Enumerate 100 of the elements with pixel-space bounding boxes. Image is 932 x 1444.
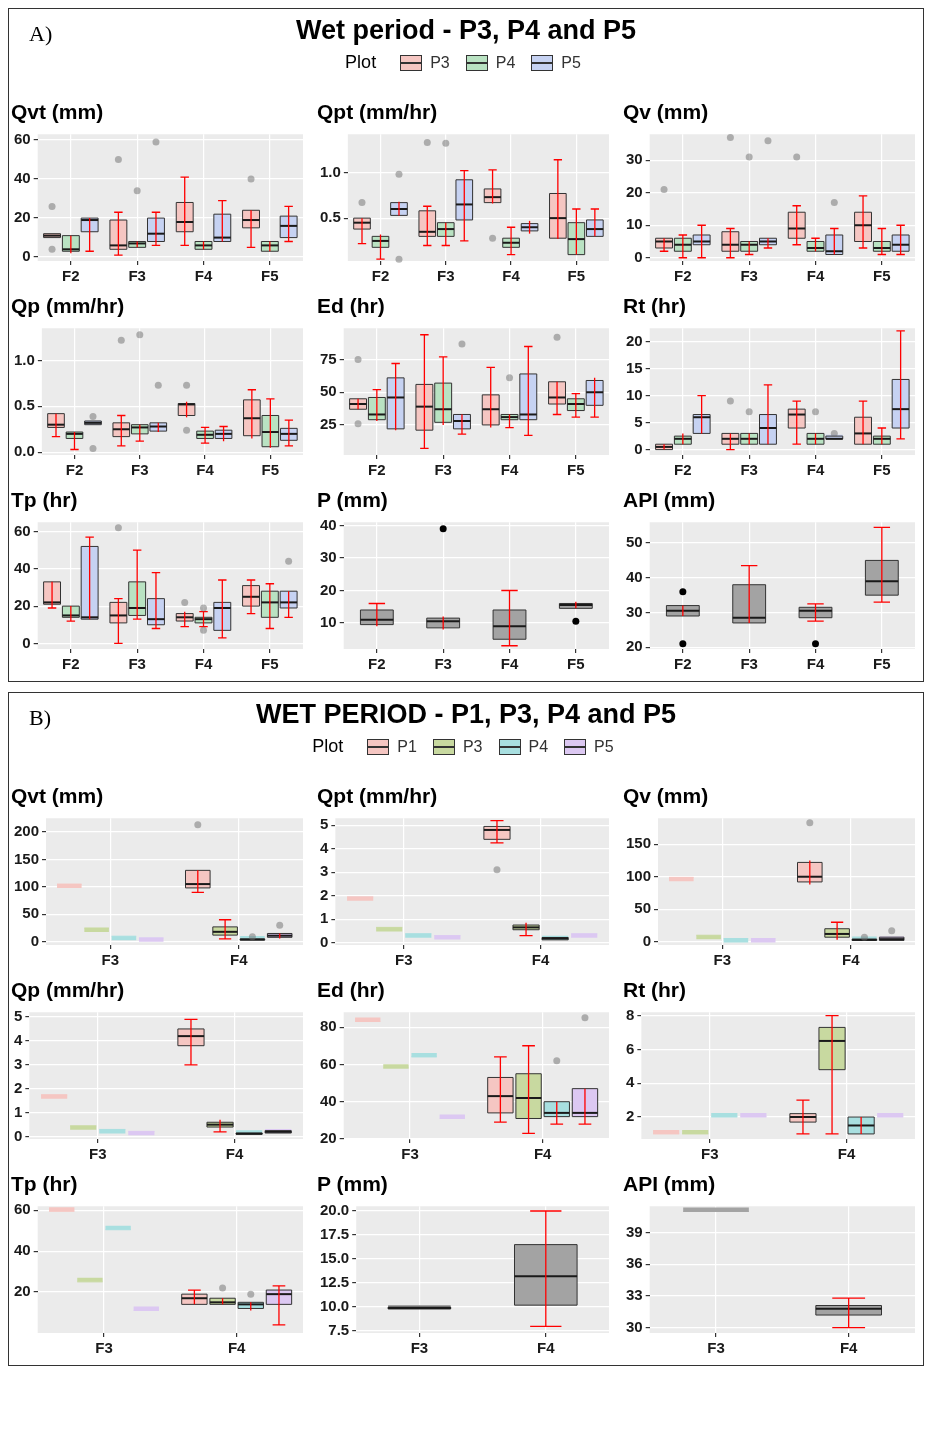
- y-tick-label: 2: [14, 1078, 23, 1096]
- x-tick-label: F5: [261, 267, 279, 285]
- x-tick-label: F4: [500, 461, 519, 479]
- chart-title: Qpt (mm/hr): [317, 784, 438, 808]
- y-tick-label: 0.5: [319, 208, 341, 226]
- x-tick-label: F5: [567, 461, 585, 479]
- y-tick-label: 4: [626, 1073, 635, 1091]
- y-tick-label: 40: [14, 169, 31, 187]
- x-tick-label: F4: [839, 1339, 859, 1357]
- legend-label: P4: [528, 737, 549, 756]
- legend-label: P3: [462, 737, 483, 756]
- x-tick-label: F5: [873, 655, 891, 673]
- y-tick-label: 0: [634, 439, 643, 457]
- x-tick-label: F3: [740, 655, 758, 673]
- x-tick-label: F4: [533, 1145, 553, 1163]
- y-tick-label: 2: [320, 885, 329, 903]
- x-tick-label: F4: [806, 267, 825, 285]
- y-tick-label: 40: [626, 567, 643, 585]
- x-tick-label: F3: [89, 1145, 107, 1163]
- x-tick-label: F2: [368, 461, 386, 479]
- x-tick-label: F4: [806, 655, 825, 673]
- chart-title: Rt (hr): [623, 294, 686, 318]
- x-tick-label: F5: [261, 655, 279, 673]
- x-tick-label: F3: [740, 267, 758, 285]
- y-tick-label: 20.0: [319, 1201, 350, 1219]
- y-tick-label: 15: [626, 358, 643, 376]
- legend-label: P4: [495, 53, 516, 72]
- chart-title: Qp (mm/hr): [11, 978, 125, 1002]
- x-tick-label: F4: [531, 951, 550, 969]
- x-tick-label: F3: [131, 461, 149, 479]
- y-tick-label: 4: [14, 1031, 23, 1049]
- y-tick-label: 10: [626, 215, 643, 233]
- y-tick-label: 33: [626, 1286, 643, 1304]
- y-tick-label: 20: [320, 1129, 337, 1147]
- y-tick-label: 50: [22, 904, 40, 922]
- chart-title: Ed (hr): [317, 978, 385, 1002]
- x-tick-label: F4: [194, 267, 213, 285]
- legend-label: P1: [397, 737, 417, 756]
- y-tick-label: 0.0: [13, 442, 35, 460]
- x-tick-label: F3: [740, 461, 758, 479]
- y-tick-label: 40: [14, 1241, 31, 1259]
- x-tick-label: F5: [567, 267, 586, 285]
- y-tick-label: 50: [626, 533, 643, 551]
- y-tick-label: 20: [14, 208, 31, 226]
- y-tick-label: 3: [320, 862, 329, 880]
- y-tick-label: 50: [320, 382, 337, 400]
- y-tick-label: 20: [626, 331, 643, 349]
- x-tick-label: F3: [707, 1339, 725, 1357]
- chart-title: Rt (hr): [623, 978, 686, 1002]
- x-tick-label: F3: [95, 1339, 113, 1357]
- y-tick-label: 60: [320, 1054, 337, 1072]
- x-tick-label: F3: [128, 655, 146, 673]
- x-tick-label: F2: [368, 655, 386, 673]
- x-tick-label: F5: [567, 655, 585, 673]
- x-tick-label: F3: [434, 461, 452, 479]
- legend-label: P5: [561, 53, 581, 72]
- y-tick-label: 100: [14, 876, 40, 894]
- y-tick-label: 50: [634, 899, 652, 917]
- chart-title: Qv (mm): [623, 784, 709, 808]
- y-tick-label: 60: [14, 1200, 31, 1218]
- legend-title: Plot: [345, 52, 377, 73]
- y-tick-label: 25: [320, 415, 337, 433]
- y-tick-label: 0: [22, 247, 31, 265]
- x-tick-label: F4: [194, 655, 213, 673]
- chart-title: Qvt (mm): [11, 100, 104, 124]
- y-tick-label: 60: [14, 130, 31, 148]
- y-tick-label: 39: [626, 1222, 643, 1240]
- text: B): [29, 705, 51, 731]
- y-tick-label: 0: [30, 931, 40, 949]
- y-tick-label: 1.0: [319, 162, 341, 180]
- x-tick-label: F4: [502, 267, 521, 285]
- y-tick-label: 0: [634, 247, 643, 265]
- text: A): [29, 21, 53, 47]
- chart-title: Qp (mm/hr): [11, 294, 125, 318]
- x-tick-label: F2: [674, 461, 692, 479]
- chart-title: Tp (hr): [11, 488, 78, 512]
- x-tick-label: F3: [101, 951, 120, 969]
- y-tick-label: 20: [14, 1282, 31, 1300]
- x-tick-label: F5: [873, 267, 891, 285]
- y-tick-label: 15.0: [319, 1249, 350, 1267]
- y-tick-label: 75: [320, 349, 337, 367]
- y-tick-label: 40: [14, 558, 31, 576]
- x-tick-label: F4: [537, 1339, 556, 1357]
- y-tick-label: 30: [626, 1317, 643, 1335]
- y-tick-label: 0: [320, 932, 329, 950]
- x-tick-label: F2: [674, 267, 692, 285]
- y-tick-label: 10: [320, 613, 337, 631]
- x-tick-label: F3: [713, 951, 732, 969]
- x-tick-label: F4: [230, 951, 249, 969]
- y-tick-label: 10: [626, 385, 643, 403]
- x-tick-label: F3: [701, 1145, 719, 1163]
- x-tick-label: F2: [371, 267, 390, 285]
- y-tick-label: 40: [320, 515, 337, 533]
- y-tick-label: 30: [320, 548, 337, 566]
- y-tick-label: 6: [626, 1039, 635, 1057]
- y-tick-label: 200: [14, 822, 40, 840]
- y-tick-label: 4: [320, 838, 329, 856]
- y-tick-label: 36: [626, 1254, 643, 1272]
- text: Wet period - P3, P4 and P5: [295, 15, 637, 45]
- chart-title: Qv (mm): [623, 100, 709, 124]
